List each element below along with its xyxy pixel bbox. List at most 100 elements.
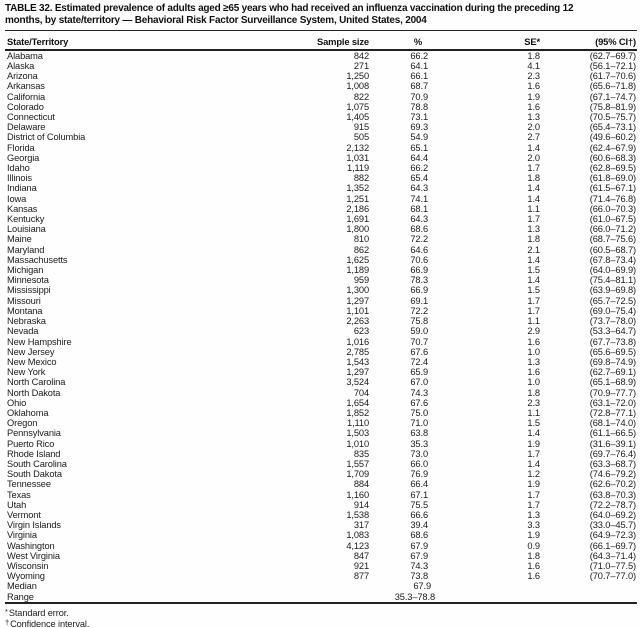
standard-error-cell: 1.8 — [527, 173, 540, 184]
summary-value-cell: 67.9 — [413, 581, 431, 592]
sample-size-cell: 842 — [353, 50, 369, 61]
percent-cell: 64.6 — [410, 244, 428, 255]
standard-error-cell: 1.7 — [527, 489, 540, 500]
territory-cell: Texas — [7, 489, 31, 500]
percent-cell: 66.4 — [410, 479, 428, 490]
territory-cell: Puerto Rico — [7, 438, 55, 449]
territory-cell: Tennessee — [7, 479, 51, 490]
confidence-interval-cell: (63.8–70.3) — [589, 489, 636, 500]
territory-cell: South Carolina — [7, 458, 67, 469]
standard-error-cell: 1.6 — [527, 101, 540, 112]
sample-size-cell: 959 — [353, 275, 369, 286]
sample-size-cell: 877 — [353, 571, 369, 582]
confidence-interval-cell: (67.8–73.4) — [589, 254, 636, 265]
confidence-interval-cell: (62.7–69.1) — [589, 367, 636, 378]
percent-cell: 72.2 — [410, 305, 428, 316]
sample-size-cell: 1,031 — [346, 152, 369, 163]
territory-cell: New Mexico — [7, 356, 57, 367]
table-row: Pennsylvania 1,503 63.8 1.4 (61.1–66.5) — [5, 428, 637, 438]
confidence-interval-cell: (62.6–70.2) — [589, 479, 636, 490]
standard-error-cell: 1.1 — [527, 407, 540, 418]
sample-size-cell: 3,524 — [346, 377, 369, 388]
territory-cell: Minnesota — [7, 275, 49, 286]
territory-cell: South Dakota — [7, 469, 62, 480]
territory-cell: North Dakota — [7, 387, 61, 398]
sample-size-cell: 1,405 — [346, 112, 369, 123]
confidence-interval-cell: (61.8–69.0) — [589, 173, 636, 184]
territory-cell: Washington — [7, 540, 55, 551]
table-row: Puerto Rico 1,010 35.3 1.9 (31.6–39.1) — [5, 439, 637, 449]
percent-cell: 66.2 — [410, 50, 428, 61]
percent-cell: 75.0 — [410, 407, 428, 418]
table-body: Alabama 842 66.2 1.8 (62.7–69.7) Alaska 271 64.… — [5, 50, 637, 603]
territory-cell: Nebraska — [7, 316, 46, 327]
confidence-interval-cell: (70.9–77.7) — [589, 387, 636, 398]
confidence-interval-cell: (68.1–74.0) — [589, 418, 636, 429]
percent-cell: 74.1 — [410, 193, 428, 204]
empty-cell — [315, 581, 373, 591]
percent-cell: 70.6 — [410, 254, 428, 265]
sample-size-cell: 1,075 — [346, 101, 369, 112]
standard-error-cell: 1.7 — [527, 499, 540, 510]
empty-cell — [435, 581, 541, 591]
standard-error-cell: 1.7 — [527, 305, 540, 316]
standard-error-cell: 2.3 — [527, 397, 540, 408]
footnote-text: Confidence interval. — [10, 619, 90, 628]
confidence-interval-cell: (49.6–60.2) — [589, 132, 636, 143]
standard-error-cell: 2.9 — [527, 326, 540, 337]
standard-error-cell: 1.7 — [527, 163, 540, 174]
table-row: South Dakota 1,709 76.9 1.2 (74.6–79.2) — [5, 469, 637, 479]
table-row: Rhode Island 835 73.0 1.7 (69.7–76.4) — [5, 449, 637, 459]
table-row: Mississippi 1,300 66.9 1.5 (63.9–69.8) — [5, 285, 637, 295]
percent-cell: 64.1 — [410, 61, 428, 72]
standard-error-cell: 1.4 — [527, 142, 540, 153]
territory-cell: Oregon — [7, 418, 38, 429]
territory-cell: Iowa — [7, 193, 27, 204]
sample-size-cell: 1,016 — [346, 336, 369, 347]
territory-cell: Massachusetts — [7, 254, 68, 265]
standard-error-cell: 1.6 — [527, 336, 540, 347]
territory-cell: Louisiana — [7, 224, 46, 235]
confidence-interval-cell: (70.5–75.7) — [589, 112, 636, 123]
confidence-interval-cell: (65.6–71.8) — [589, 81, 636, 92]
confidence-interval-cell: (64.0–69.9) — [589, 265, 636, 276]
territory-cell: Georgia — [7, 152, 40, 163]
sample-size-cell: 1,119 — [347, 163, 369, 174]
percent-cell: 68.1 — [410, 203, 428, 214]
sample-size-cell: 704 — [353, 387, 369, 398]
confidence-interval-cell: (66.0–71.2) — [589, 224, 636, 235]
territory-cell: North Carolina — [7, 377, 66, 388]
table-row: Alaska 271 64.1 4.1 (56.1–72.1) — [5, 61, 637, 71]
confidence-interval-cell: (63.3–68.7) — [589, 458, 636, 469]
sample-size-cell: 835 — [353, 448, 369, 459]
percent-cell: 68.6 — [410, 530, 428, 541]
confidence-interval-cell: (66.0–70.3) — [589, 203, 636, 214]
territory-cell: Virginia — [7, 530, 37, 541]
percent-cell: 66.9 — [410, 285, 428, 296]
standard-error-cell: 1.9 — [527, 91, 540, 102]
percent-cell: 73.0 — [410, 448, 428, 459]
percent-cell: 73.8 — [410, 571, 428, 582]
sample-size-cell: 1,852 — [346, 407, 369, 418]
territory-cell: Utah — [7, 499, 27, 510]
sample-size-cell: 1,250 — [346, 71, 369, 82]
sample-size-cell: 2,186 — [346, 203, 369, 214]
confidence-interval-cell: (64.0–69.2) — [589, 509, 636, 520]
table-row: Utah 914 75.5 1.7 (72.2–78.7) — [5, 500, 637, 510]
sample-size-cell: 1,010 — [346, 438, 369, 449]
table-row: North Carolina 3,524 67.0 1.0 (65.1–68.9) — [5, 377, 637, 387]
standard-error-cell: 1.8 — [527, 234, 540, 245]
sample-size-cell: 1,251 — [346, 193, 369, 204]
sample-size-cell: 1,189 — [346, 265, 369, 276]
confidence-interval-cell: (56.1–72.1) — [589, 61, 636, 72]
territory-cell: New Hampshire — [7, 336, 72, 347]
standard-error-cell: 1.4 — [527, 193, 540, 204]
percent-cell: 78.3 — [410, 275, 428, 286]
territory-cell: Maryland — [7, 244, 45, 255]
percent-cell: 35.3 — [410, 438, 428, 449]
percent-cell: 59.0 — [410, 326, 428, 337]
summary-row-range: Range 35.3–78.8 — [5, 592, 637, 603]
confidence-interval-cell: (62.8–69.5) — [589, 163, 636, 174]
sample-size-cell: 1,297 — [346, 367, 369, 378]
empty-cell — [435, 592, 541, 603]
